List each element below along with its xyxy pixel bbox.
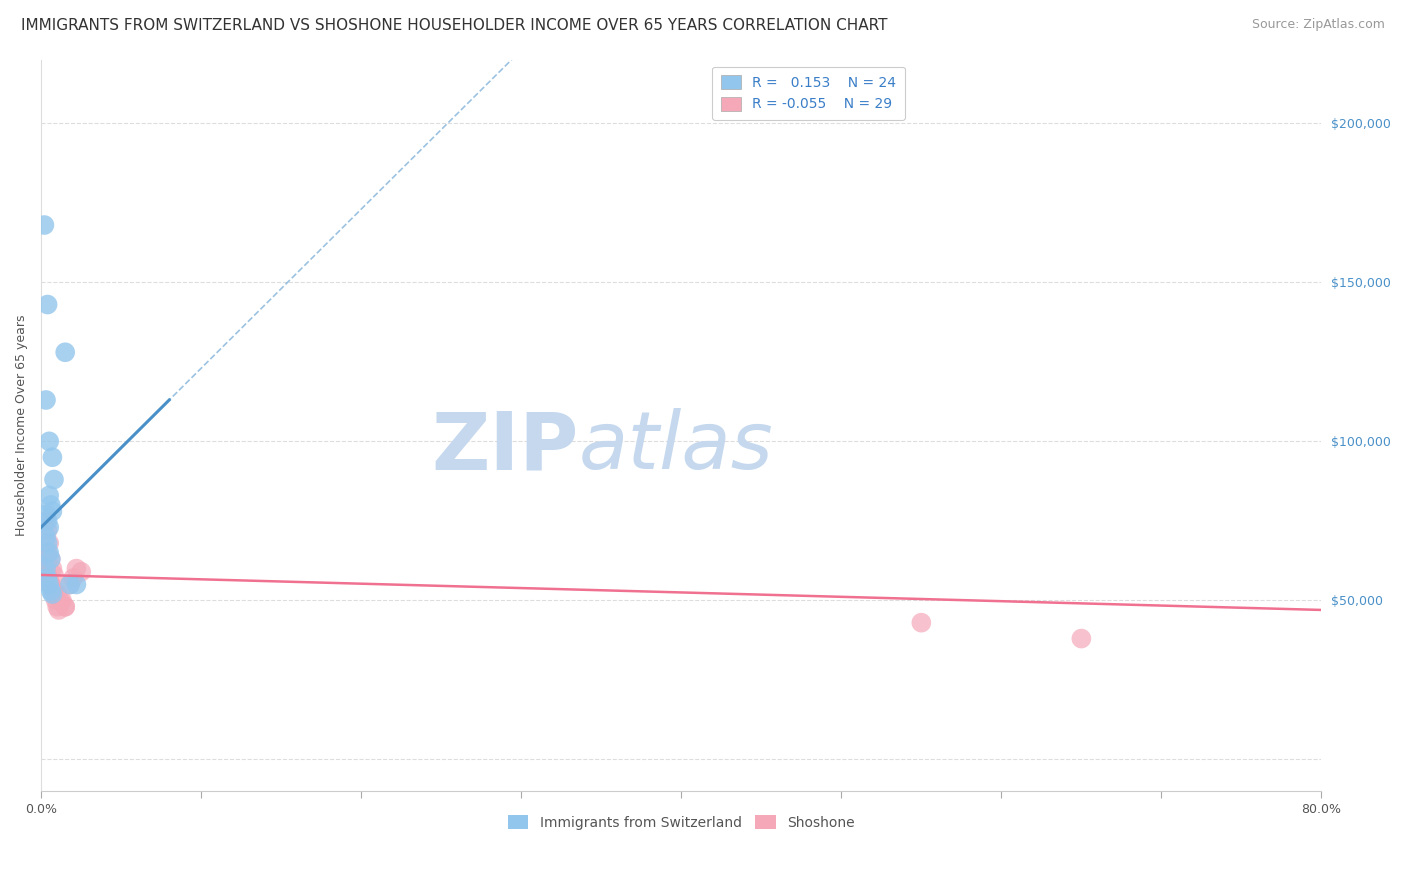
Point	[41, 561, 63, 575]
Point	[62, 571, 84, 585]
Legend: Immigrants from Switzerland, Shoshone: Immigrants from Switzerland, Shoshone	[502, 810, 860, 836]
Point	[45, 593, 67, 607]
Point	[38, 434, 60, 449]
Point	[35, 392, 58, 407]
Point	[70, 565, 93, 579]
Point	[39, 498, 62, 512]
Point	[51, 593, 73, 607]
Point	[35, 561, 58, 575]
Point	[49, 593, 72, 607]
Point	[65, 577, 87, 591]
Point	[37, 546, 59, 560]
Point	[38, 536, 60, 550]
Point	[910, 615, 932, 630]
Point	[38, 488, 60, 502]
Text: Source: ZipAtlas.com: Source: ZipAtlas.com	[1251, 18, 1385, 31]
Point	[48, 603, 70, 617]
Point	[38, 520, 60, 534]
Point	[59, 577, 82, 591]
Text: ZIP: ZIP	[432, 409, 579, 486]
Point	[35, 508, 58, 522]
Point	[37, 524, 59, 538]
Point	[38, 546, 60, 560]
Point	[38, 577, 60, 591]
Text: atlas: atlas	[579, 409, 773, 486]
Point	[39, 552, 62, 566]
Point	[39, 583, 62, 598]
Point	[53, 599, 76, 614]
Point	[34, 218, 56, 232]
Point	[42, 587, 65, 601]
Point	[41, 587, 63, 601]
Point	[41, 581, 63, 595]
Point	[42, 473, 65, 487]
Point	[53, 345, 76, 359]
Point	[39, 552, 62, 566]
Point	[37, 297, 59, 311]
Point	[35, 561, 58, 575]
Point	[42, 568, 65, 582]
Point	[35, 530, 58, 544]
Point	[37, 568, 59, 582]
Point	[34, 552, 56, 566]
Point	[65, 561, 87, 575]
Point	[46, 599, 69, 614]
Point	[37, 514, 59, 528]
Point	[37, 536, 59, 550]
Point	[1070, 632, 1092, 646]
Y-axis label: Householder Income Over 65 years: Householder Income Over 65 years	[15, 315, 28, 536]
Point	[41, 504, 63, 518]
Point	[35, 514, 58, 528]
Point	[37, 571, 59, 585]
Point	[39, 577, 62, 591]
Point	[41, 450, 63, 465]
Point	[46, 587, 69, 601]
Point	[59, 577, 82, 591]
Point	[38, 571, 60, 585]
Text: IMMIGRANTS FROM SWITZERLAND VS SHOSHONE HOUSEHOLDER INCOME OVER 65 YEARS CORRELA: IMMIGRANTS FROM SWITZERLAND VS SHOSHONE …	[21, 18, 887, 33]
Point	[53, 599, 76, 614]
Point	[39, 577, 62, 591]
